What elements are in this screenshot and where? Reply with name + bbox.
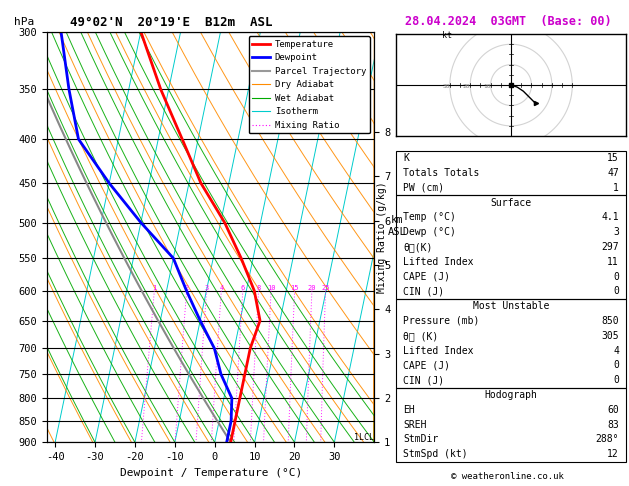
Text: EH: EH <box>403 405 415 415</box>
Text: K: K <box>403 153 409 163</box>
Text: 0: 0 <box>613 272 619 281</box>
Text: 10: 10 <box>267 285 276 291</box>
Text: PW (cm): PW (cm) <box>403 183 444 192</box>
Text: © weatheronline.co.uk: © weatheronline.co.uk <box>452 472 564 481</box>
Text: CIN (J): CIN (J) <box>403 286 444 296</box>
Text: 20: 20 <box>463 84 470 89</box>
Text: Lifted Index: Lifted Index <box>403 346 474 356</box>
Text: hPa: hPa <box>14 17 35 28</box>
Text: 6: 6 <box>241 285 245 291</box>
Text: 83: 83 <box>607 420 619 430</box>
Text: Lifted Index: Lifted Index <box>403 257 474 267</box>
Text: CAPE (J): CAPE (J) <box>403 361 450 370</box>
Text: StmDir: StmDir <box>403 434 438 445</box>
Text: Surface: Surface <box>491 197 532 208</box>
Text: 305: 305 <box>601 331 619 341</box>
Text: Most Unstable: Most Unstable <box>473 301 549 311</box>
Text: 3: 3 <box>613 227 619 237</box>
Title: 49°02'N  20°19'E  B12m  ASL: 49°02'N 20°19'E B12m ASL <box>70 16 273 29</box>
Text: 15: 15 <box>291 285 299 291</box>
Text: CAPE (J): CAPE (J) <box>403 272 450 281</box>
Text: 20: 20 <box>308 285 316 291</box>
Text: 4.1: 4.1 <box>601 212 619 222</box>
Text: 8: 8 <box>257 285 260 291</box>
Text: Hodograph: Hodograph <box>484 390 538 400</box>
Text: 4: 4 <box>613 346 619 356</box>
Text: CIN (J): CIN (J) <box>403 375 444 385</box>
Text: 288°: 288° <box>596 434 619 445</box>
Text: 15: 15 <box>607 153 619 163</box>
Text: kt: kt <box>442 31 452 40</box>
Text: θᴀ (K): θᴀ (K) <box>403 331 438 341</box>
Text: 297: 297 <box>601 242 619 252</box>
Text: 0: 0 <box>613 286 619 296</box>
Text: 850: 850 <box>601 316 619 326</box>
Text: 1: 1 <box>152 285 157 291</box>
Text: 1: 1 <box>613 183 619 192</box>
X-axis label: Dewpoint / Temperature (°C): Dewpoint / Temperature (°C) <box>120 468 302 478</box>
Text: 25: 25 <box>321 285 330 291</box>
Text: Temp (°C): Temp (°C) <box>403 212 456 222</box>
Text: θᴀ(K): θᴀ(K) <box>403 242 433 252</box>
Text: 12: 12 <box>607 449 619 459</box>
Text: 3: 3 <box>204 285 209 291</box>
Text: Pressure (mb): Pressure (mb) <box>403 316 479 326</box>
Text: 1LCL: 1LCL <box>354 433 374 442</box>
Text: 4: 4 <box>220 285 223 291</box>
Text: SREH: SREH <box>403 420 426 430</box>
Text: 0: 0 <box>613 361 619 370</box>
Text: 11: 11 <box>607 257 619 267</box>
Text: 2: 2 <box>184 285 189 291</box>
Text: Totals Totals: Totals Totals <box>403 168 479 178</box>
Text: 10: 10 <box>483 84 491 89</box>
Text: StmSpd (kt): StmSpd (kt) <box>403 449 468 459</box>
Y-axis label: km
ASL: km ASL <box>388 215 406 237</box>
Text: 0: 0 <box>613 375 619 385</box>
Text: 60: 60 <box>607 405 619 415</box>
Text: Dewp (°C): Dewp (°C) <box>403 227 456 237</box>
Legend: Temperature, Dewpoint, Parcel Trajectory, Dry Adiabat, Wet Adiabat, Isotherm, Mi: Temperature, Dewpoint, Parcel Trajectory… <box>248 36 370 134</box>
Text: 30: 30 <box>442 84 450 89</box>
Text: Mixing Ratio (g/kg): Mixing Ratio (g/kg) <box>377 181 387 293</box>
Text: 47: 47 <box>607 168 619 178</box>
Text: 28.04.2024  03GMT  (Base: 00): 28.04.2024 03GMT (Base: 00) <box>404 16 611 28</box>
